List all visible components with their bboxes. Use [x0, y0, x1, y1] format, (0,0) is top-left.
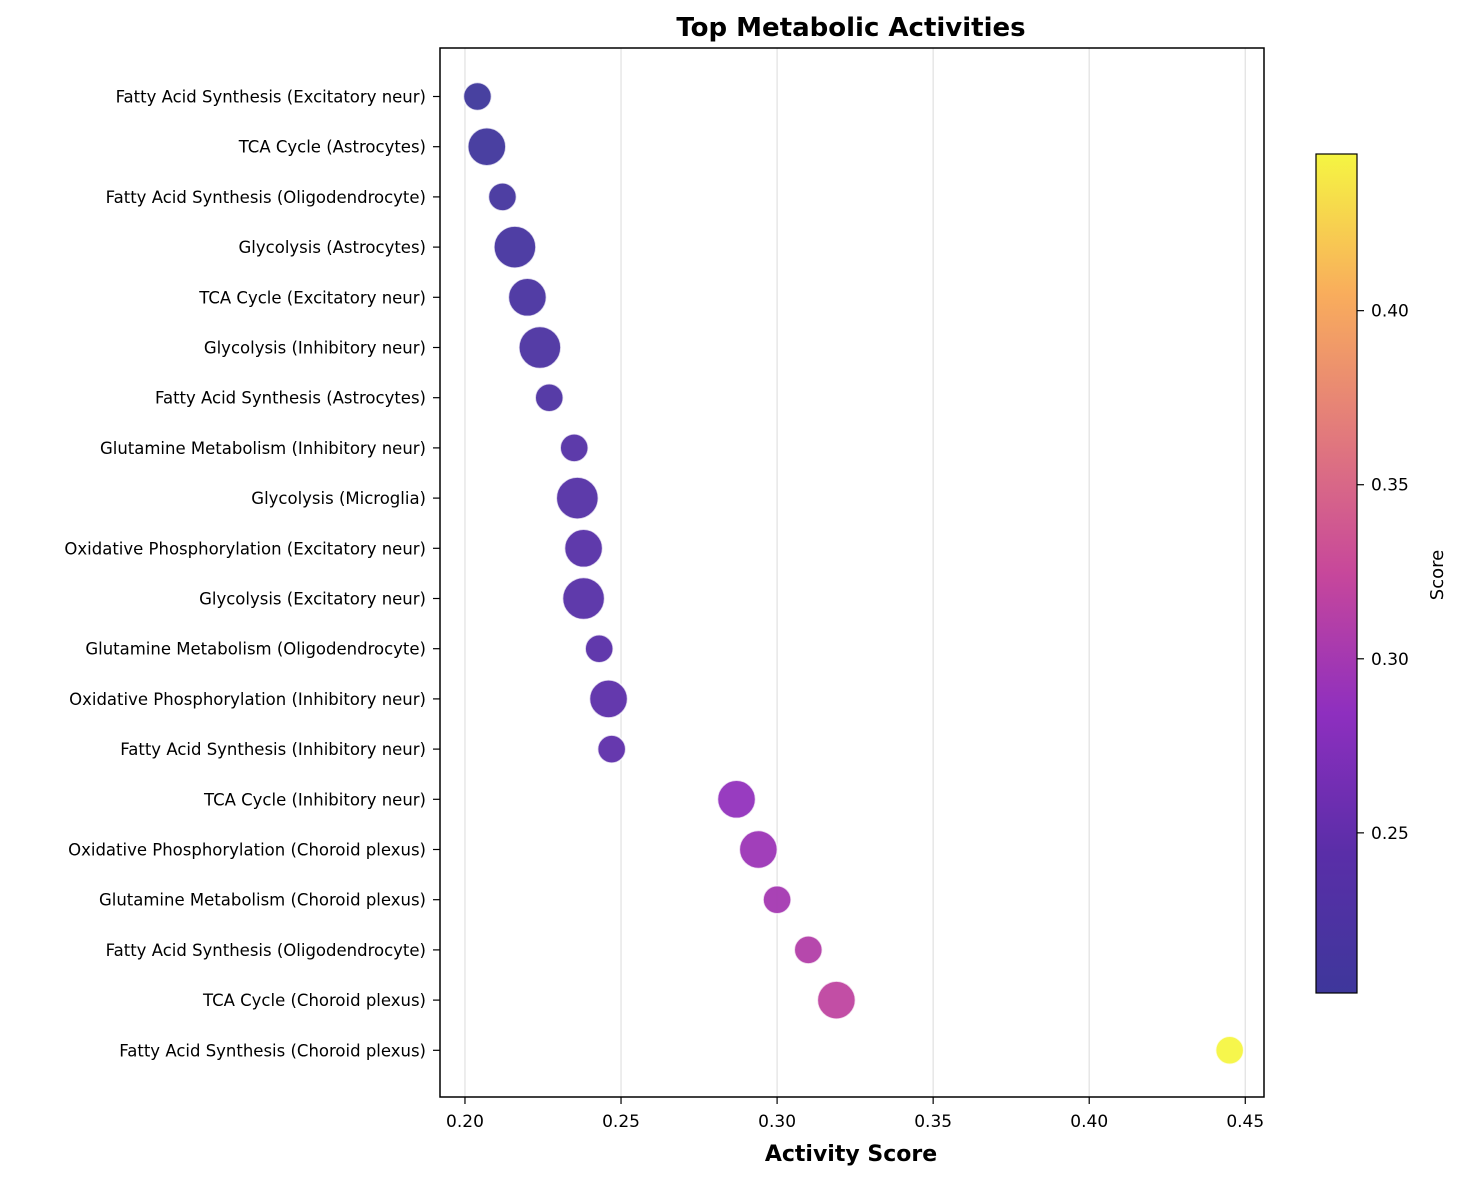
colorbar-label: Score: [1427, 550, 1448, 600]
y-tick-label: Fatty Acid Synthesis (Choroid plexus): [119, 1041, 426, 1060]
y-axis-ticks: Fatty Acid Synthesis (Excitatory neur) TC…: [64, 88, 440, 1060]
y-tick-label: Glycolysis (Inhibitory neur): [204, 339, 426, 358]
y-tick-label: Fatty Acid Synthesis (Oligodendrocyte): [106, 188, 426, 207]
y-tick-label: Glutamine Metabolism (Oligodendrocyte): [85, 640, 426, 659]
y-tick-label: Fatty Acid Synthesis (Astrocytes): [155, 389, 426, 408]
y-tick-label: Oxidative Phosphorylation (Excitatory ne…: [64, 539, 426, 558]
data-point: [1214, 1035, 1245, 1066]
y-tick-label: TCA Cycle (Excitatory neur): [198, 288, 426, 307]
data-point: [555, 476, 600, 520]
y-tick-label: Fatty Acid Synthesis (Inhibitory neur): [120, 740, 426, 759]
data-point: [561, 576, 606, 621]
y-tick-label: TCA Cycle (Choroid plexus): [202, 991, 426, 1010]
y-tick-label: TCA Cycle (Inhibitory neur): [203, 790, 426, 809]
y-tick-label: Fatty Acid Synthesis (Excitatory neur): [116, 88, 426, 107]
data-point: [588, 679, 629, 719]
data-point: [738, 829, 779, 870]
colorbar-tick-label: 0.30: [1371, 650, 1409, 670]
x-tick-label: 0.45: [1226, 1112, 1264, 1132]
y-tick-label: Oxidative Phosphorylation (Inhibitory ne…: [69, 690, 426, 709]
data-point: [462, 81, 493, 112]
y-tick-label: Oxidative Phosphorylation (Choroid plexu…: [68, 841, 426, 860]
data-points: [462, 81, 1245, 1066]
y-tick-label: Glutamine Metabolism (Choroid plexus): [99, 891, 426, 910]
x-tick-label: 0.25: [602, 1112, 640, 1132]
chart-title: Top Metabolic Activities: [676, 13, 1025, 43]
data-point: [563, 528, 604, 569]
y-tick-label: TCA Cycle (Astrocytes): [238, 138, 426, 157]
data-point: [816, 980, 857, 1020]
data-point: [493, 225, 537, 269]
colorbar-tick-label: 0.25: [1371, 824, 1409, 844]
data-point: [716, 779, 757, 820]
y-tick-label: Glutamine Metabolism (Inhibitory neur): [100, 439, 426, 458]
data-point: [518, 325, 562, 370]
data-point: [584, 633, 614, 664]
colorbar: [1315, 153, 1358, 994]
colorbar-tick-label: 0.35: [1371, 476, 1409, 496]
y-tick-label: Glycolysis (Astrocytes): [239, 238, 426, 257]
data-point: [534, 382, 564, 413]
x-tick-label: 0.40: [1070, 1112, 1108, 1132]
x-axis-label: Activity Score: [765, 1142, 937, 1167]
data-point: [762, 884, 792, 915]
data-point: [596, 734, 627, 764]
plot-area-frame: [439, 47, 1265, 1098]
x-tick-label: 0.35: [914, 1112, 952, 1132]
y-tick-label: Glycolysis (Excitatory neur): [199, 590, 426, 609]
data-point: [793, 935, 824, 965]
colorbar-tick-label: 0.40: [1371, 302, 1409, 322]
data-point: [507, 277, 548, 318]
x-axis-ticks: 0.20 0.25 0.30 0.35 0.40 0.45: [446, 1097, 1264, 1132]
grid-lines: [464, 48, 1246, 1097]
data-point: [467, 126, 507, 167]
x-tick-label: 0.30: [758, 1112, 796, 1132]
x-tick-label: 0.20: [446, 1112, 484, 1132]
y-tick-label: Fatty Acid Synthesis (Oligodendrocyte): [106, 941, 426, 960]
colorbar-ticks: 0.25 0.30 0.35 0.40: [1357, 302, 1409, 844]
data-point: [487, 182, 518, 212]
data-point: [559, 433, 589, 463]
y-tick-label: Glycolysis (Microglia): [251, 489, 426, 508]
